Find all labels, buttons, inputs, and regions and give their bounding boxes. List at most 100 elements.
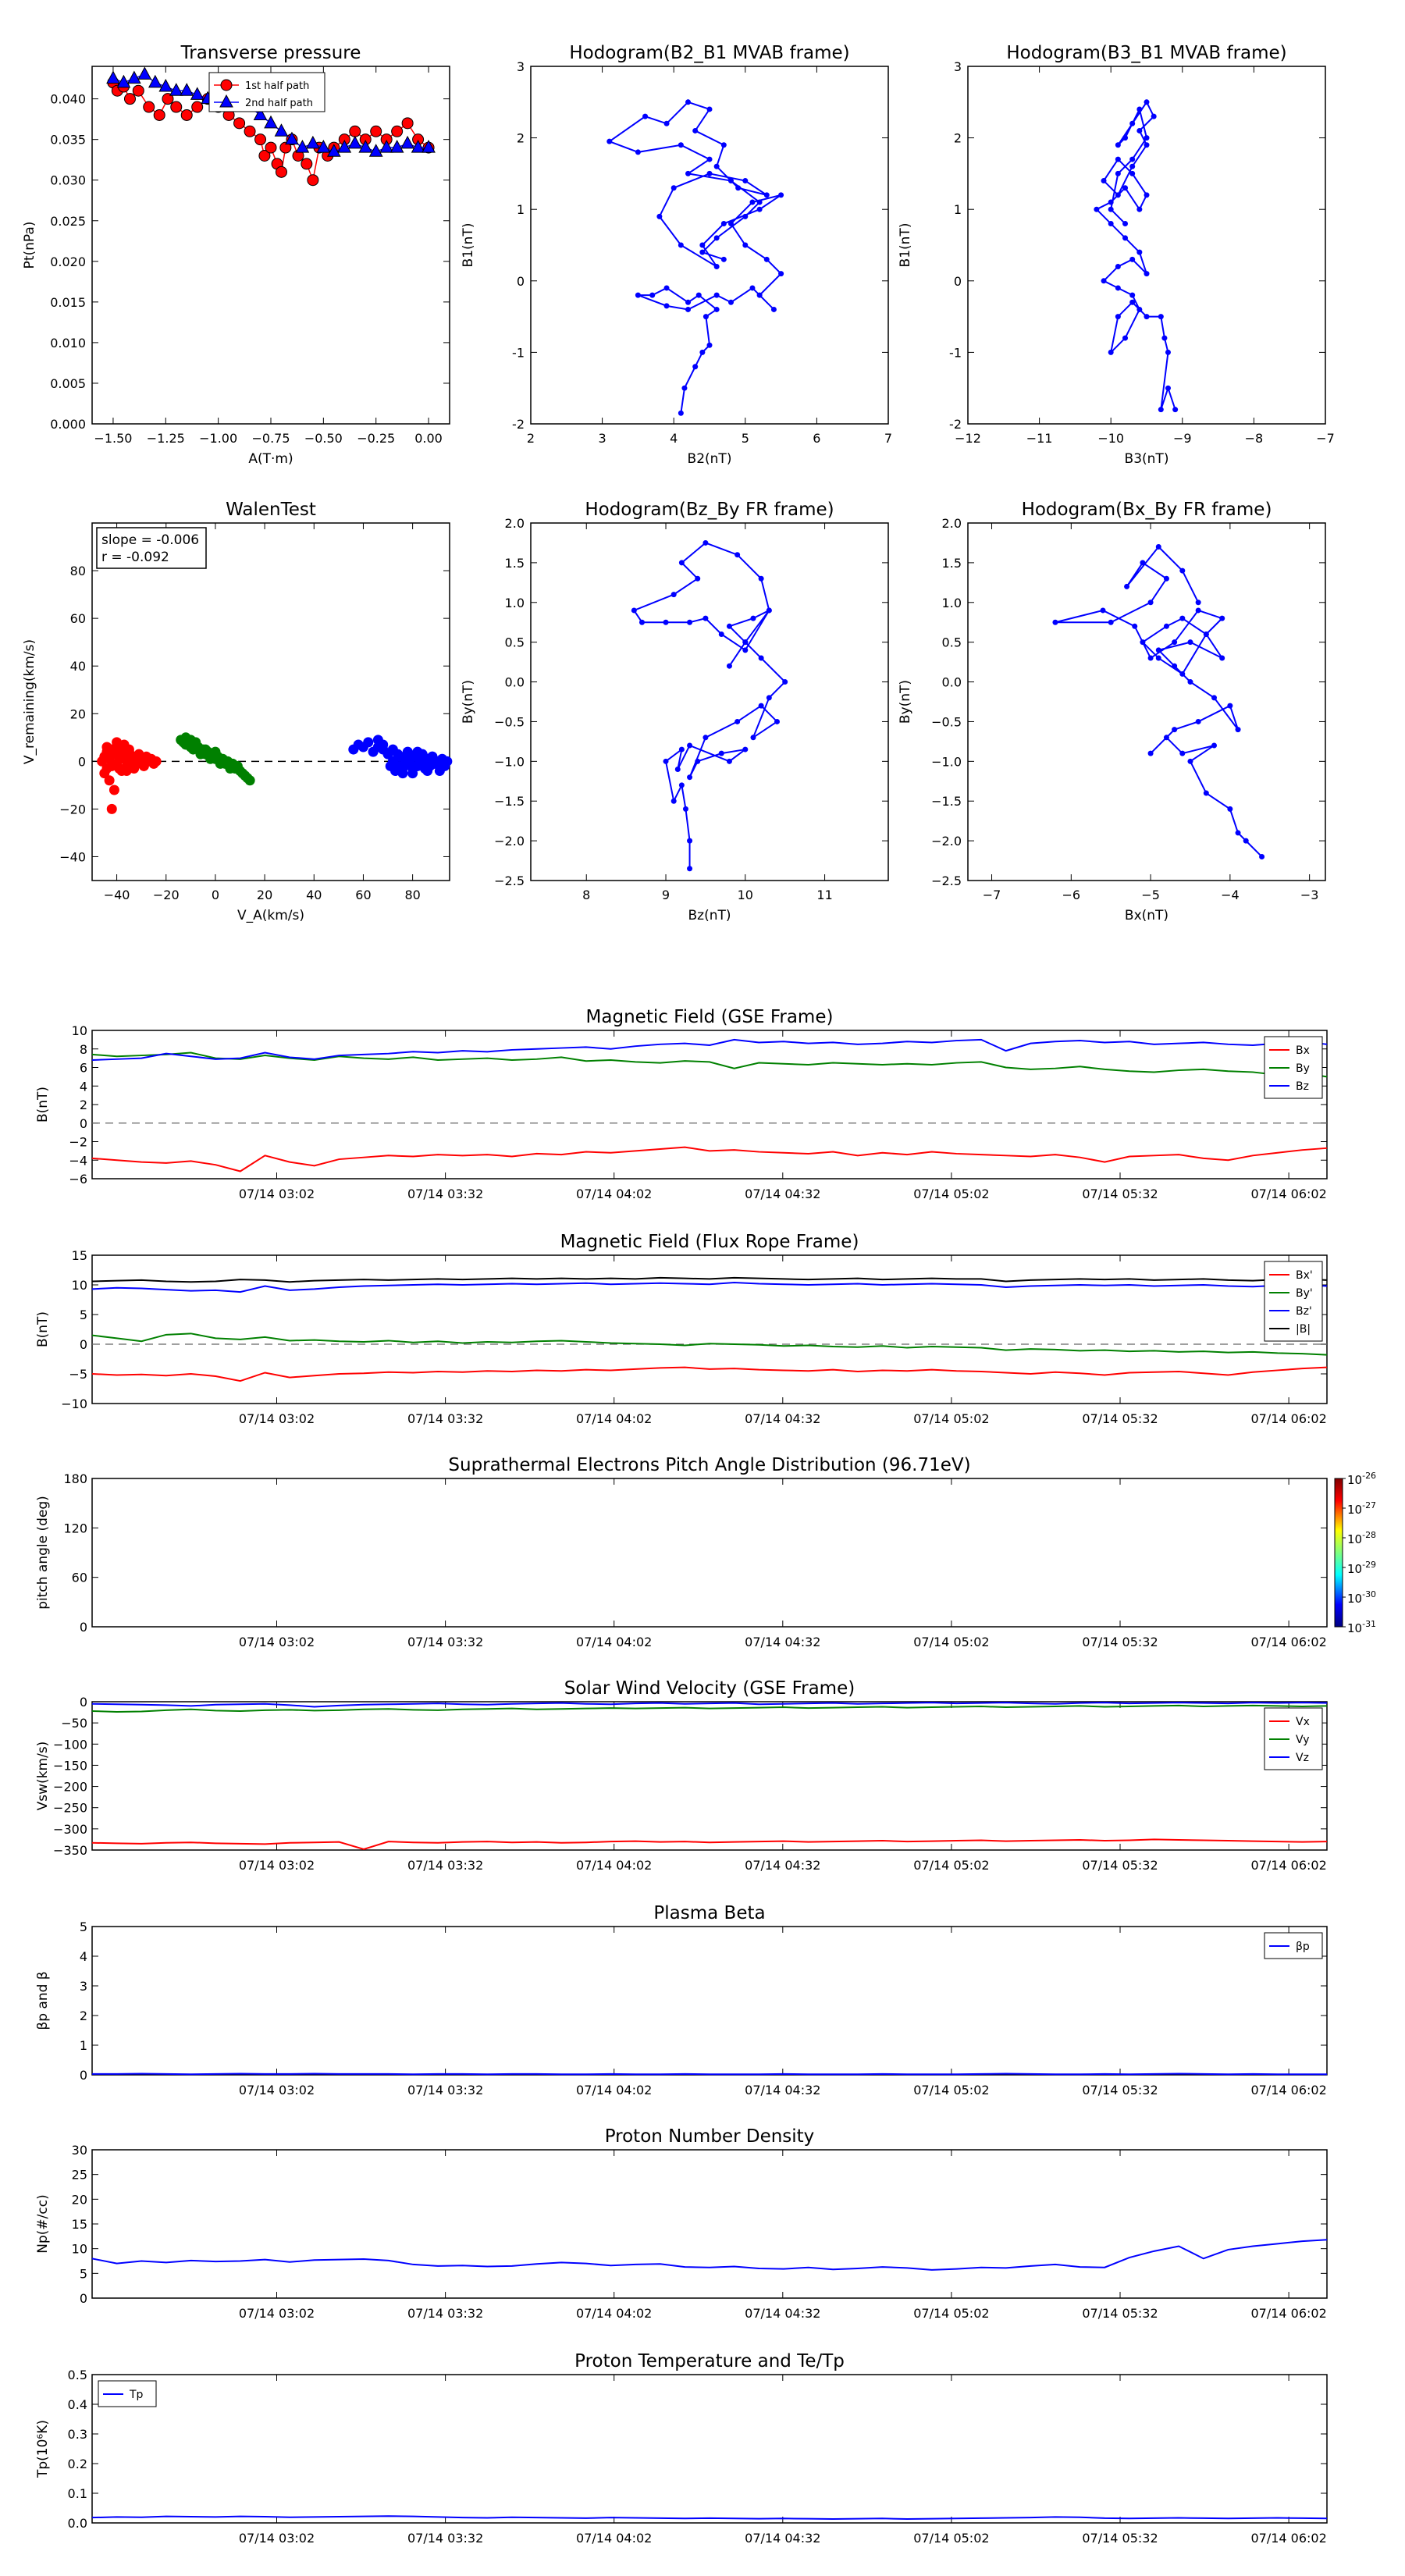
x-tick-label: 07/14 03:02 <box>239 2531 315 2546</box>
data-point <box>663 285 670 291</box>
series-line <box>91 1702 1328 1708</box>
legend-label: Bz <box>1296 1080 1309 1093</box>
y-tick-label: −20 <box>59 802 86 817</box>
data-point <box>687 619 693 625</box>
chart-title: Proton Number Density <box>605 2126 815 2147</box>
data-point <box>663 120 670 126</box>
x-tick-label: 07/14 04:02 <box>576 1187 652 1201</box>
x-axis-label: A(T·m) <box>248 451 293 467</box>
data-point <box>1235 830 1241 836</box>
y-tick-label: 1 <box>954 202 962 217</box>
data-point <box>685 306 692 312</box>
series-line <box>91 1838 1328 1850</box>
chart-title: Hodogram(Bx_By FR frame) <box>1022 500 1272 520</box>
x-tick-label: 07/14 06:02 <box>1250 2531 1326 2546</box>
x-tick-label: 07/14 03:32 <box>407 1411 483 1426</box>
y-tick-label: 0.2 <box>68 2457 87 2471</box>
legend-label: Bx' <box>1296 1269 1313 1282</box>
axes-frame <box>91 1926 1328 2076</box>
data-point <box>1129 299 1136 305</box>
data-point <box>1108 221 1114 227</box>
data-point <box>685 299 692 305</box>
data-point <box>112 737 123 748</box>
y-tick-label: 2.0 <box>942 516 962 531</box>
data-point <box>713 292 720 298</box>
y-axis-label: B1(nT) <box>898 223 913 268</box>
data-point <box>720 221 727 227</box>
y-tick-label: −50 <box>61 1716 87 1731</box>
y-tick-label: −1.5 <box>494 794 525 809</box>
data-point <box>123 93 136 105</box>
x-tick-label: 07/14 04:02 <box>576 2306 652 2321</box>
data-point <box>1172 727 1178 733</box>
data-point <box>106 803 117 814</box>
data-point <box>685 99 692 105</box>
data-point <box>1172 639 1178 646</box>
y-tick-label: −250 <box>53 1801 87 1816</box>
x-tick-label: −8 <box>1245 431 1264 446</box>
data-point <box>1108 619 1114 625</box>
data-point <box>1101 278 1107 284</box>
x-tick-label: 07/14 03:32 <box>407 1635 483 1649</box>
x-tick-label: 11 <box>816 888 832 902</box>
legend-label: 1st half path <box>245 80 309 92</box>
series-line <box>1055 546 1263 858</box>
x-tick-label: 07/14 05:02 <box>913 2306 989 2321</box>
x-tick-label: 07/14 05:02 <box>913 1187 989 1201</box>
data-point <box>1144 314 1150 320</box>
data-point <box>326 144 341 157</box>
colorbar-tick-label: 10-28 <box>1347 1530 1376 1546</box>
y-axis-label: βp and β <box>35 1971 51 2030</box>
data-point <box>718 750 724 756</box>
data-point <box>1155 647 1161 653</box>
x-tick-label: −1.00 <box>199 431 237 446</box>
data-point <box>706 170 713 176</box>
data-point <box>635 149 641 155</box>
y-tick-label: 0.030 <box>50 173 86 188</box>
y-tick-label: −2 <box>69 1135 87 1150</box>
data-point <box>180 109 193 121</box>
x-tick-label: −9 <box>1173 431 1192 446</box>
data-point <box>635 292 641 298</box>
y-tick-label: 0 <box>954 274 962 289</box>
x-tick-label: 07/14 06:02 <box>1250 1858 1326 1873</box>
data-point <box>735 718 741 724</box>
x-tick-label: 07/14 04:32 <box>745 2306 820 2321</box>
y-tick-label: 1.5 <box>505 556 525 571</box>
data-point <box>720 256 727 262</box>
data-point <box>642 113 649 119</box>
x-tick-label: 07/14 06:02 <box>1250 1635 1326 1649</box>
data-point <box>427 751 438 762</box>
data-point <box>1155 544 1161 550</box>
x-tick-label: 07/14 05:32 <box>1082 1635 1158 1649</box>
x-tick-label: −1.25 <box>147 431 185 446</box>
data-point <box>347 135 362 149</box>
axes-frame <box>91 1478 1328 1628</box>
y-tick-label: 5 <box>80 2266 87 2281</box>
data-point <box>1165 385 1171 391</box>
data-point <box>127 70 141 84</box>
x-tick-label: 07/14 04:32 <box>745 1411 820 1426</box>
data-point <box>190 737 201 748</box>
chart-title: Plasma Beta <box>653 1903 765 1923</box>
data-point <box>663 758 669 764</box>
y-tick-label: −2.5 <box>494 873 525 888</box>
data-point <box>720 142 727 148</box>
chart-title: Hodogram(B2_B1 MVAB frame) <box>569 43 849 63</box>
x-tick-label: −7 <box>983 888 1001 902</box>
data-point <box>358 140 373 153</box>
x-tick-label: −1.50 <box>94 431 132 446</box>
x-tick-label: 07/14 04:02 <box>576 1858 652 1873</box>
data-point <box>1115 192 1121 198</box>
data-point <box>1147 600 1154 606</box>
data-point <box>1122 221 1129 227</box>
data-point <box>695 758 701 764</box>
data-point <box>695 292 702 298</box>
y-tick-label: 2 <box>517 131 525 146</box>
data-point <box>670 185 677 191</box>
y-tick-label: 0.3 <box>68 2427 87 2442</box>
x-tick-label: 07/14 04:32 <box>745 2083 820 2097</box>
data-point <box>1165 349 1171 355</box>
legend-label: βp <box>1296 1941 1310 1953</box>
data-point <box>279 141 292 154</box>
